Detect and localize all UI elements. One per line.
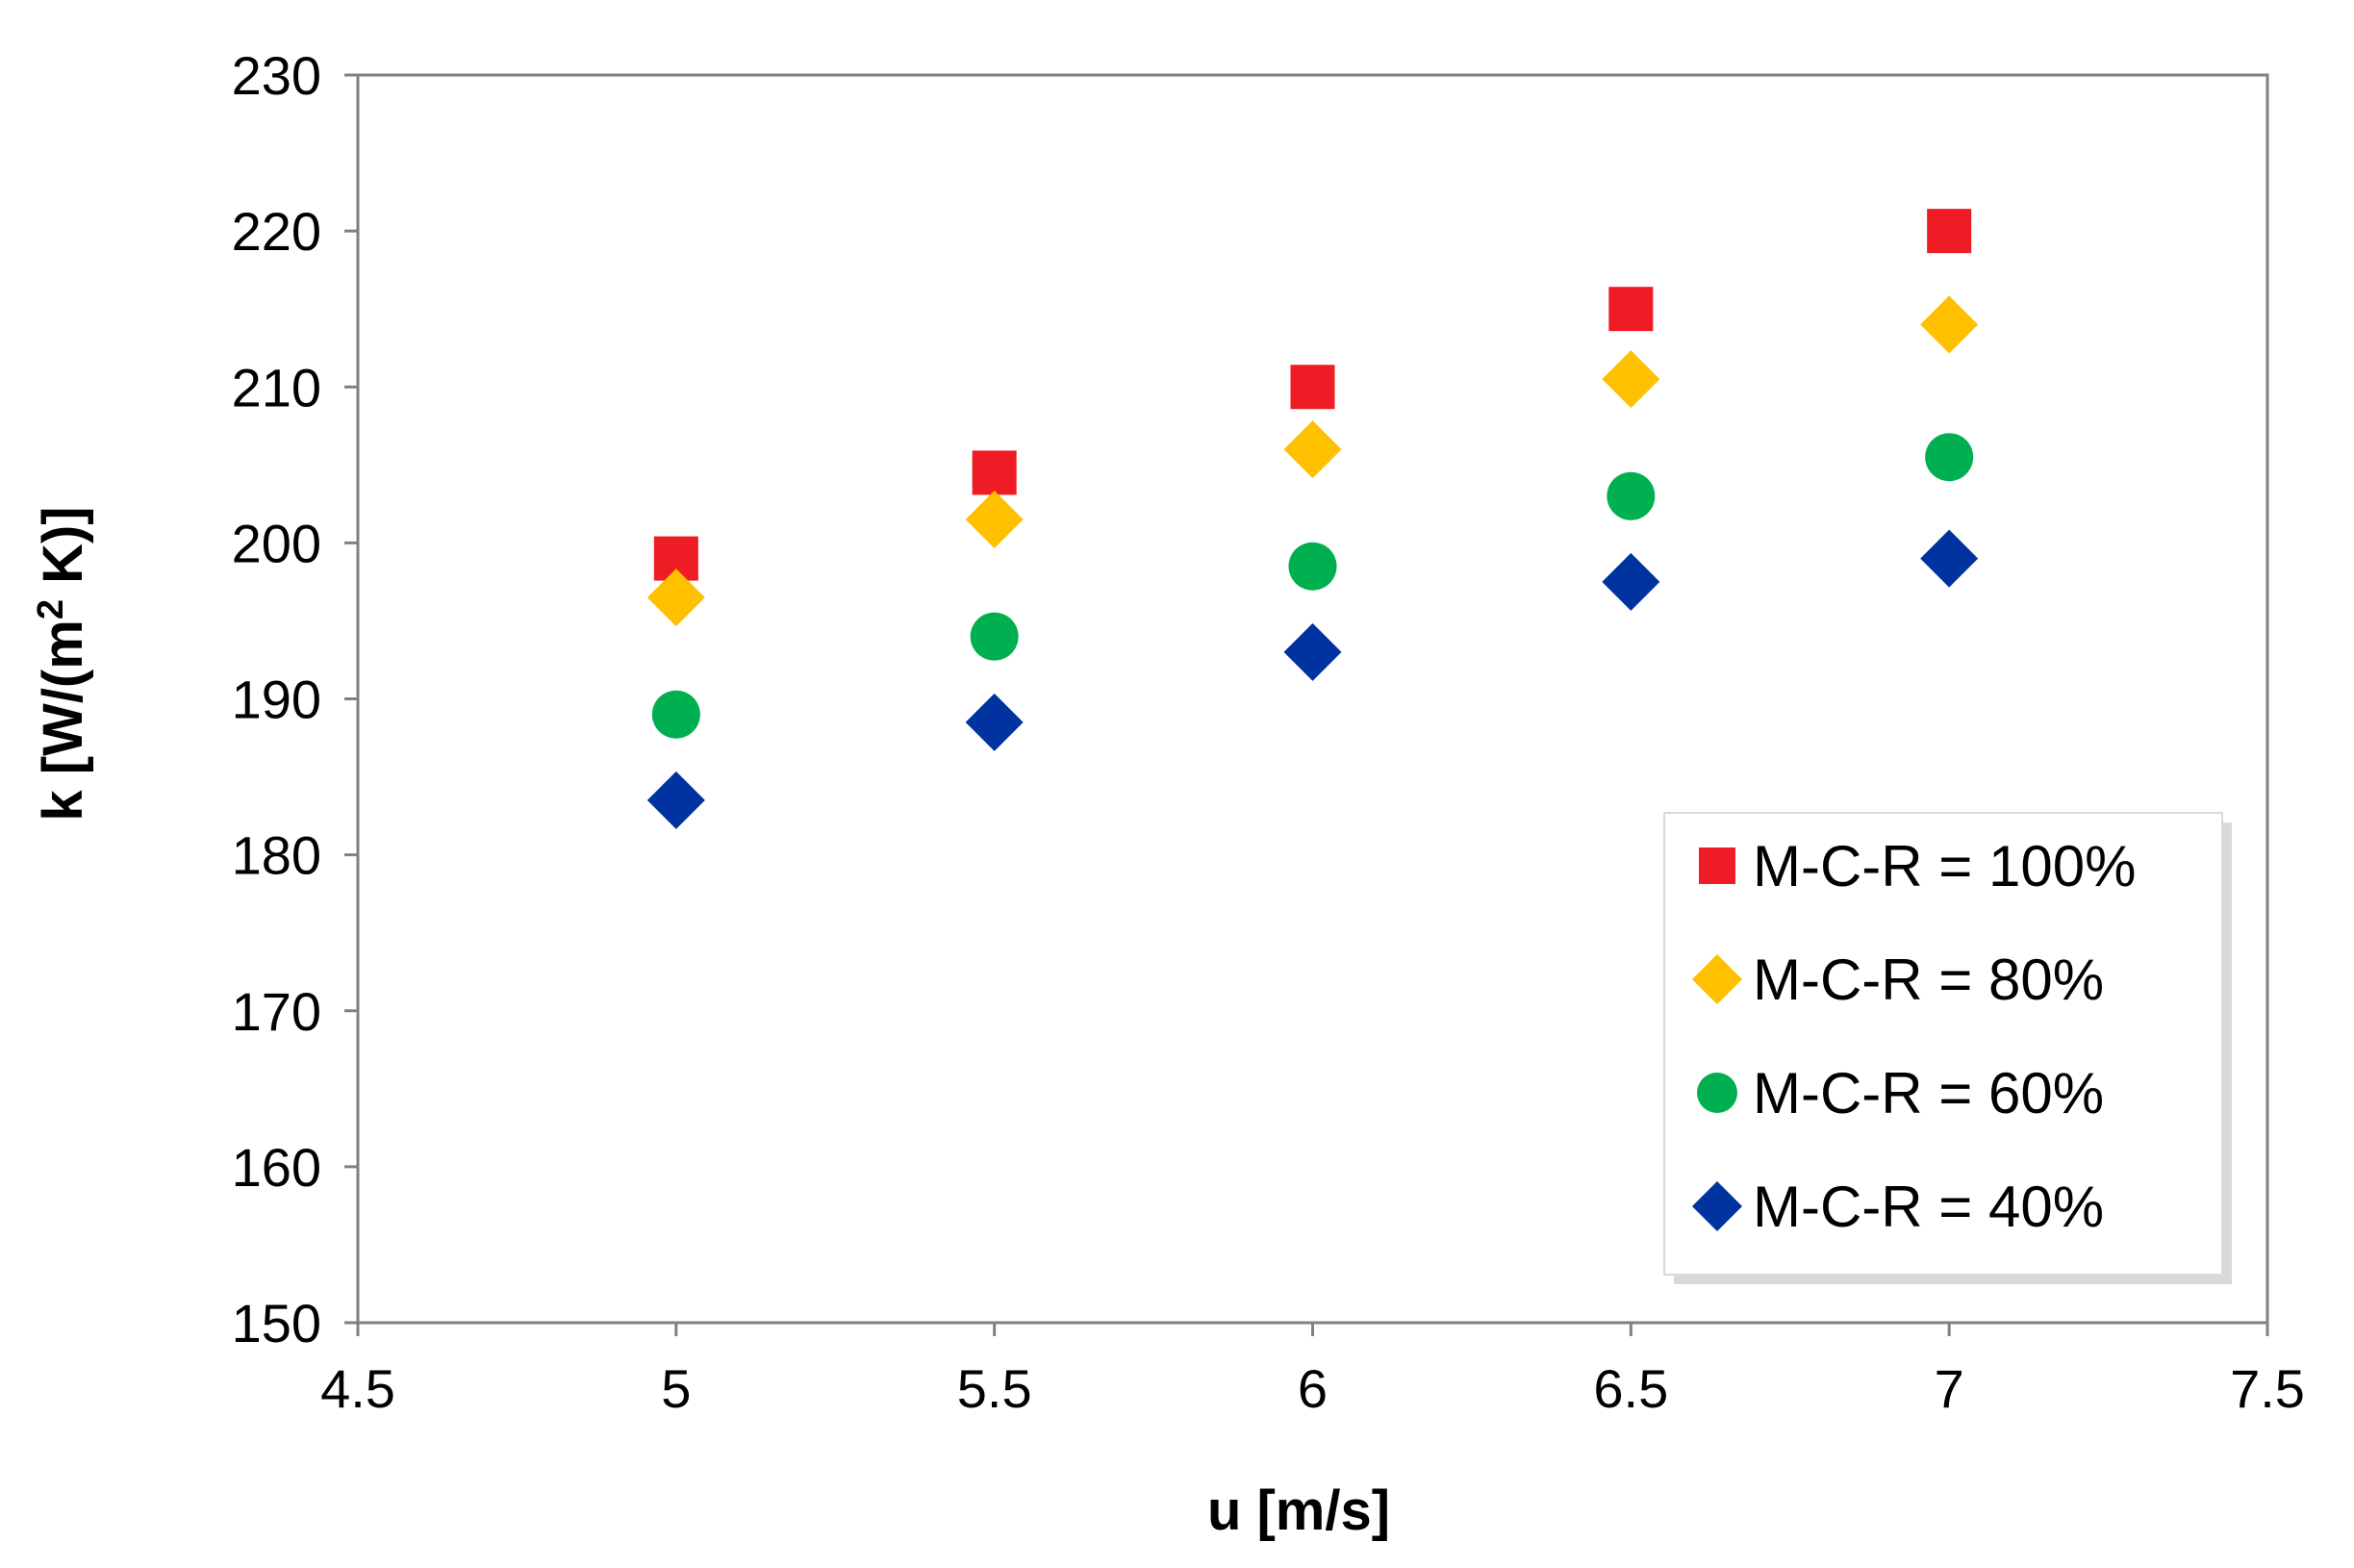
y-tick-label: 190 [232,670,321,730]
y-tick-label: 210 [232,357,321,417]
data-point-series-3 [1925,433,1974,482]
x-axis: 4.5 5 5.5 6 6.5 7 7.5 [320,1323,2305,1419]
legend-label: M-C-R = 40% [1753,1175,2104,1239]
data-point-series-3 [651,690,700,739]
y-axis-title-superscript: 2 [31,599,71,620]
legend-label: M-C-R = 100% [1753,834,2136,898]
legend-label: M-C-R = 60% [1753,1061,2104,1125]
x-tick-label: 5.5 [957,1358,1032,1419]
data-point-series-2 [1920,295,1979,354]
legend-marker [1699,847,1735,884]
y-axis-title: k [W/(m2 K)] [31,506,94,821]
x-tick-label: 7 [1935,1358,1964,1419]
legend-box [1663,812,2223,1276]
data-point-series-2 [1283,420,1342,479]
data-point-series-4 [965,693,1024,751]
data-point-series-2 [965,491,1024,549]
legend-marker [1692,954,1742,1004]
x-axis-title: u [m/s] [1207,1479,1390,1542]
y-axis-title-main: k [W/(m [32,620,94,821]
data-point-series-1 [1290,365,1335,410]
y-tick-label: 170 [232,981,321,1042]
data-points [646,209,1979,829]
y-tick-label: 220 [232,201,321,262]
y-tick-label: 150 [232,1293,321,1353]
y-axis: 150 160 170 180 190 200 210 220 230 [232,45,358,1353]
y-axis-title-end: K)] [32,506,94,599]
data-point-series-1 [972,450,1017,495]
data-point-series-1 [1608,287,1654,332]
y-tick-label: 180 [232,825,321,886]
data-point-series-2 [1602,350,1660,409]
data-point-series-2 [646,569,705,627]
legend: M-C-R = 100% M-C-R = 80% M-C-R = 60% M-C-R … [1663,812,2232,1284]
x-tick-label: 5 [661,1358,691,1419]
legend-label: M-C-R = 80% [1753,948,2104,1012]
data-point-series-3 [970,612,1019,661]
data-point-series-4 [1283,622,1342,681]
x-tick-label: 6 [1298,1358,1328,1419]
x-tick-label: 4.5 [320,1358,395,1419]
y-tick-label: 160 [232,1137,321,1198]
data-point-series-4 [1602,552,1660,611]
legend-marker [1697,1073,1737,1113]
data-point-series-4 [646,771,705,829]
x-tick-label: 7.5 [2230,1358,2305,1419]
data-point-series-3 [1607,471,1656,520]
legend-marker [1692,1181,1742,1231]
data-point-series-1 [1927,209,1972,254]
y-tick-label: 200 [232,513,321,573]
data-point-series-4 [1920,529,1979,588]
data-point-series-3 [1288,542,1337,591]
y-tick-label: 230 [232,45,321,106]
x-tick-label: 6.5 [1593,1358,1668,1419]
